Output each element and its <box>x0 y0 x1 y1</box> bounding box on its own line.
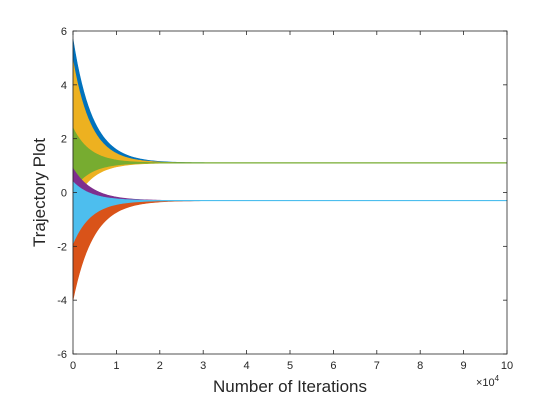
x-tick-label: 5 <box>287 360 293 372</box>
x-tick-label: 4 <box>244 360 250 372</box>
x-tick-label: 3 <box>200 360 206 372</box>
axes-box <box>72 30 508 355</box>
x-tick-label: 10 <box>501 360 513 372</box>
x-tick-label: 0 <box>70 360 76 372</box>
y-tick-label: 6 <box>61 26 67 38</box>
y-tick-label: 4 <box>61 80 67 92</box>
y-tick-label: 0 <box>61 188 67 200</box>
y-tick-label: -6 <box>57 349 67 361</box>
axes: 0 1 2 3 4 5 6 7 8 9 10 -6 -4 -2 0 2 4 6 <box>57 26 513 372</box>
x-tick-label: 1 <box>113 360 119 372</box>
x-tick-label: 6 <box>330 360 336 372</box>
x-tick-label: 9 <box>461 360 467 372</box>
x-tick-label: 8 <box>417 360 423 372</box>
x-exponent-base: ×10 <box>476 377 495 389</box>
x-tick-label: 2 <box>157 360 163 372</box>
x-tick-label: 7 <box>374 360 380 372</box>
trajectory-series-6 <box>72 181 508 244</box>
trajectory-series-2 <box>72 60 507 207</box>
plot-area <box>72 39 508 301</box>
y-tick-label: -2 <box>57 241 67 253</box>
x-axis-label: Number of Iterations <box>213 377 367 396</box>
trajectory-series-1 <box>72 39 507 164</box>
trajectory-series-5 <box>72 200 508 301</box>
x-exponent-power: 4 <box>495 374 500 383</box>
y-tick-label: 2 <box>61 134 67 146</box>
trajectory-series-4 <box>72 167 508 287</box>
y-axis-label: Trajectory Plot <box>30 138 49 247</box>
y-tick-label: -4 <box>57 295 67 307</box>
x-axis-exponent: ×104 <box>476 374 500 389</box>
